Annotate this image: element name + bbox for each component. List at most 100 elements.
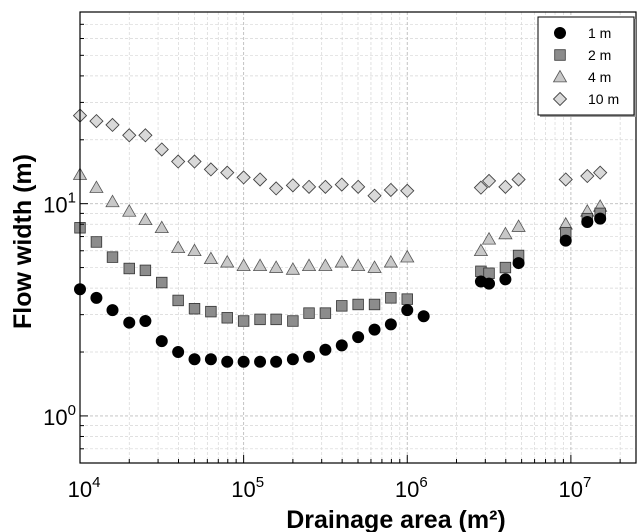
data-point: [172, 346, 185, 359]
data-point: [483, 277, 496, 290]
data-point: [335, 339, 348, 352]
data-point: [171, 154, 186, 169]
ticks: [79, 11, 621, 464]
data-point: [205, 305, 217, 318]
data-point: [122, 204, 137, 217]
data-point: [593, 165, 608, 180]
data-point: [237, 355, 250, 368]
data-point: [221, 355, 234, 368]
series-10m: [72, 108, 608, 203]
data-point: [123, 316, 136, 329]
data-point: [252, 258, 268, 272]
data-point: [89, 113, 104, 129]
legend-label: 4 m: [588, 69, 611, 85]
data-point: [367, 188, 382, 203]
data-point: [254, 313, 266, 326]
data-point: [187, 243, 202, 257]
data-point: [268, 260, 284, 273]
data-point: [319, 343, 332, 356]
x-tick-label: 106: [395, 474, 428, 502]
data-point: [483, 267, 495, 279]
data-point: [89, 180, 104, 193]
legend: 1 m 2 m 4 m 10 m: [537, 16, 636, 117]
data-point: [90, 236, 103, 248]
data-point: [285, 262, 301, 275]
data-point: [123, 262, 135, 275]
data-point: [350, 258, 366, 272]
data-point: [122, 128, 137, 143]
series-4m: [72, 167, 608, 275]
data-point: [384, 318, 397, 331]
data-point: [581, 215, 594, 228]
data-point: [401, 304, 414, 317]
data-point: [220, 254, 235, 268]
data-point: [368, 298, 381, 311]
data-point: [319, 307, 332, 319]
data-point: [221, 312, 233, 324]
x-tick-label: 104: [68, 474, 101, 502]
data-point: [512, 257, 525, 270]
data-point: [139, 264, 152, 277]
data-point: [580, 168, 595, 184]
data-point: [203, 162, 219, 177]
data-point: [268, 181, 284, 196]
data-point: [286, 353, 299, 366]
data-point: [559, 234, 572, 247]
data-point: [303, 350, 316, 363]
data-point: [558, 172, 573, 187]
data-point: [285, 178, 301, 193]
data-point: [270, 355, 283, 368]
data-point: [417, 310, 430, 323]
data-point: [352, 298, 364, 311]
data-point: [400, 249, 415, 263]
x-tick-label: 105: [231, 474, 264, 502]
y-tick-label: 100: [43, 402, 76, 430]
data-point: [511, 172, 526, 187]
data-point: [334, 254, 349, 268]
data-point: [154, 142, 169, 157]
legend-marker: [554, 26, 567, 39]
data-point: [301, 258, 317, 272]
data-point: [481, 173, 497, 189]
data-point: [170, 240, 186, 254]
data-point: [155, 335, 168, 348]
data-point: [105, 194, 120, 208]
data-point: [481, 231, 497, 245]
data-point: [498, 226, 513, 240]
data-point: [318, 258, 333, 272]
data-point: [367, 260, 382, 273]
data-point: [383, 254, 399, 268]
data-point: [318, 179, 333, 195]
data-point: [301, 179, 317, 195]
data-point: [351, 179, 366, 195]
data-point: [511, 219, 526, 232]
data-point: [203, 251, 219, 265]
data-point: [156, 276, 168, 289]
grid-minor: [80, 11, 636, 464]
data-point: [499, 273, 512, 286]
data-point: [172, 294, 184, 307]
data-point: [287, 315, 299, 327]
data-point: [138, 212, 153, 226]
data-point: [252, 172, 268, 187]
data-point: [106, 304, 119, 317]
data-point: [352, 331, 365, 344]
legend-marker: [552, 91, 568, 107]
legend-label: 1 m: [588, 25, 611, 41]
data-point: [473, 180, 489, 195]
x-axis-title: Drainage area (m²): [286, 506, 506, 532]
y-axis-title: Flow width (m): [9, 154, 37, 329]
legend-label: 10 m: [588, 91, 619, 107]
legend-marker: [554, 49, 566, 61]
data-point: [236, 170, 251, 185]
data-point: [400, 183, 415, 198]
data-point: [254, 355, 267, 368]
data-point: [368, 323, 381, 336]
data-point: [270, 313, 282, 326]
data-point: [336, 300, 348, 312]
data-point: [90, 291, 103, 304]
data-point: [154, 220, 169, 234]
series-1m: [74, 212, 607, 368]
